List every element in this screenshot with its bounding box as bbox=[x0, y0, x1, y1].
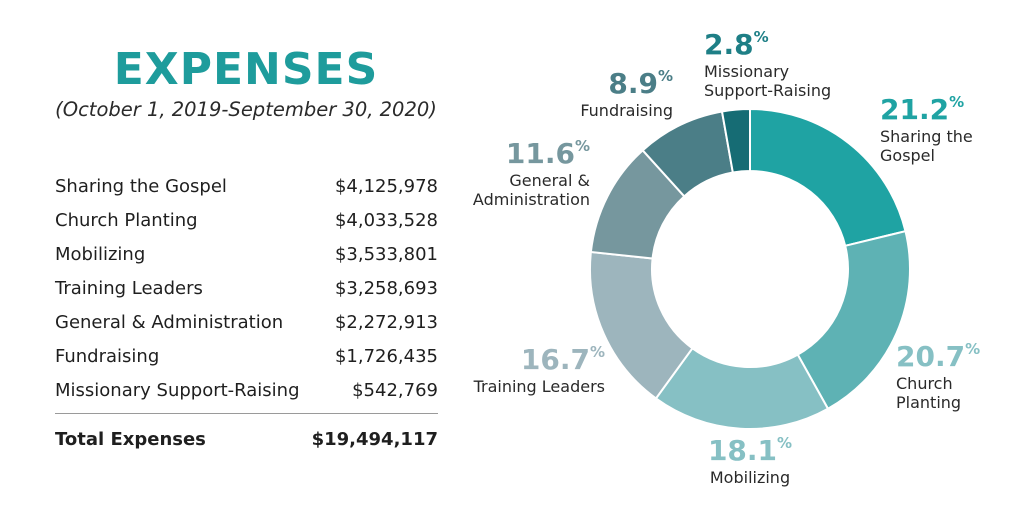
slice-label: 20.7% Church Planting bbox=[896, 340, 1024, 413]
total-divider bbox=[55, 413, 438, 414]
table-row: Fundraising $1,726,435 bbox=[55, 339, 438, 373]
slice-name: General & Administration bbox=[472, 171, 590, 209]
row-label: Sharing the Gospel bbox=[55, 175, 227, 197]
table-row: Mobilizing $3,533,801 bbox=[55, 237, 438, 271]
table-row: General & Administration $2,272,913 bbox=[55, 305, 438, 339]
percent-sign: % bbox=[589, 343, 605, 361]
date-range-subtitle: (October 1, 2019-September 30, 2020) bbox=[55, 98, 437, 121]
row-label: Church Planting bbox=[55, 209, 198, 231]
total-label: Total Expenses bbox=[55, 428, 206, 450]
slice-name: Fundraising bbox=[580, 101, 673, 120]
slice-name: Missionary Support-Raising bbox=[704, 62, 832, 100]
percent-sign: % bbox=[753, 28, 769, 46]
slice-label: 16.7% Training Leaders bbox=[435, 343, 605, 397]
row-amount: $3,533,801 bbox=[334, 243, 438, 265]
donut-slice bbox=[749, 107, 907, 248]
slice-name: Training Leaders bbox=[473, 377, 605, 396]
slice-percent: 11.6% bbox=[505, 137, 590, 170]
row-label: Fundraising bbox=[55, 345, 160, 367]
slice-percent: 8.9% bbox=[608, 67, 673, 100]
row-amount: $4,125,978 bbox=[334, 175, 438, 197]
donut-slice bbox=[796, 229, 911, 411]
percent-sign: % bbox=[777, 434, 793, 452]
row-amount: $542,769 bbox=[352, 379, 438, 401]
total-amount: $19,494,117 bbox=[311, 428, 438, 450]
row-amount: $3,258,693 bbox=[334, 277, 438, 299]
slice-label: 21.2% Sharing the Gospel bbox=[880, 93, 1024, 166]
row-label: General & Administration bbox=[55, 311, 284, 333]
slice-label: 18.1% Mobilizing bbox=[665, 434, 835, 488]
row-label: Mobilizing bbox=[55, 243, 146, 265]
row-label: Missionary Support-Raising bbox=[55, 379, 300, 401]
slice-name: Sharing the Gospel bbox=[880, 127, 973, 165]
table-row: Church Planting $4,033,528 bbox=[55, 203, 438, 237]
percent-sign: % bbox=[965, 340, 981, 358]
slice-label: 11.6% General & Administration bbox=[420, 137, 590, 210]
slice-label: 2.8% Missionary Support-Raising bbox=[704, 28, 874, 101]
table-row: Sharing the Gospel $4,125,978 bbox=[55, 169, 438, 203]
row-amount: $2,272,913 bbox=[334, 311, 438, 333]
slice-percent: 2.8% bbox=[704, 28, 769, 61]
table-row: Missionary Support-Raising $542,769 bbox=[55, 373, 438, 407]
slice-name: Mobilizing bbox=[709, 468, 791, 487]
total-row: Total Expenses $19,494,117 bbox=[55, 422, 438, 456]
slice-label: 8.9% Fundraising bbox=[503, 67, 673, 121]
donut-slice bbox=[720, 107, 751, 174]
expenses-table: Sharing the Gospel $4,125,978 Church Plant… bbox=[55, 169, 438, 456]
slice-percent: 20.7% bbox=[896, 340, 981, 373]
percent-sign: % bbox=[657, 67, 673, 85]
row-label: Training Leaders bbox=[55, 277, 203, 299]
slice-percent: 16.7% bbox=[520, 343, 605, 376]
slice-percent: 18.1% bbox=[707, 434, 793, 467]
page-title: EXPENSES bbox=[113, 44, 379, 95]
percent-sign: % bbox=[574, 137, 590, 155]
table-row: Training Leaders $3,258,693 bbox=[55, 271, 438, 305]
slice-percent: 21.2% bbox=[880, 93, 965, 126]
slice-name: Church Planting bbox=[896, 374, 962, 412]
row-amount: $1,726,435 bbox=[334, 345, 438, 367]
percent-sign: % bbox=[949, 93, 965, 111]
row-amount: $4,033,528 bbox=[334, 209, 438, 231]
